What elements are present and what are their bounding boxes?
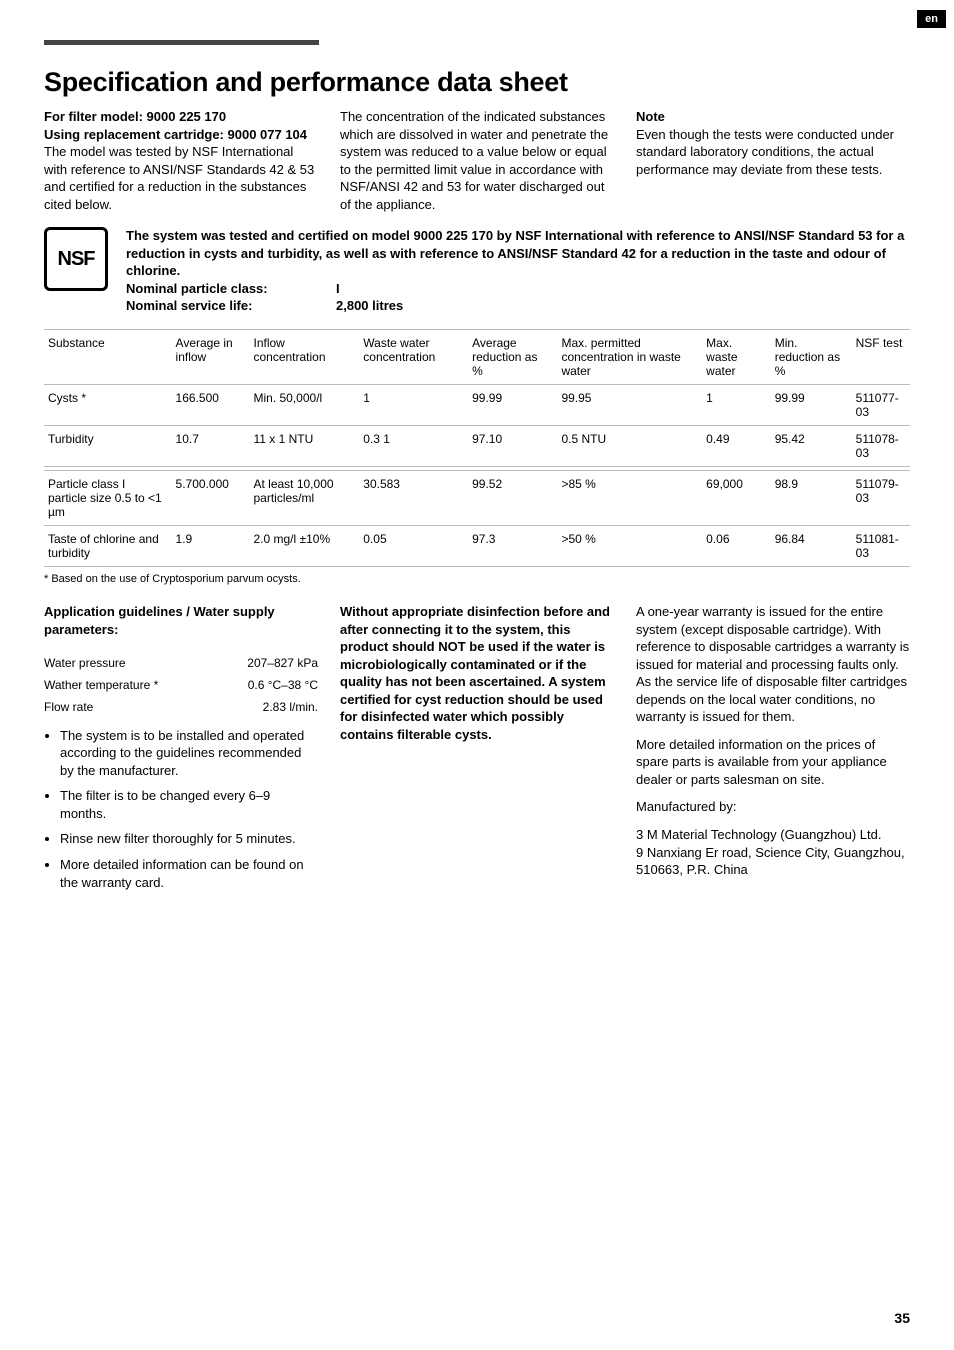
td: 98.9	[771, 471, 852, 526]
td: >50 %	[557, 526, 702, 567]
list-item: The filter is to be changed every 6–9 mo…	[60, 787, 318, 822]
particle-class-value: I	[336, 280, 340, 298]
td: 166.500	[172, 385, 250, 426]
params-heading: Application guidelines / Water supply pa…	[44, 603, 318, 638]
warranty-p1: A one-year warranty is issued for the en…	[636, 603, 910, 726]
td: 99.99	[771, 385, 852, 426]
disinfection-warning: Without appropriate disinfection before …	[340, 603, 614, 743]
td: 0.5 NTU	[557, 426, 702, 467]
td: >85 %	[557, 471, 702, 526]
td: 10.7	[172, 426, 250, 467]
header-bar	[44, 40, 319, 45]
td: 511078-03	[852, 426, 910, 467]
td: 0.3 1	[359, 426, 468, 467]
td: 11 x 1 NTU	[249, 426, 359, 467]
nsf-statement: The system was tested and certified on m…	[126, 227, 910, 280]
td: 99.99	[468, 385, 557, 426]
td: 2.0 mg/l ±10%	[249, 526, 359, 567]
page-title: Specification and performance data sheet	[44, 67, 910, 98]
param-value: 2.83 l/min.	[213, 696, 318, 718]
performance-table: Substance Average in inflow Inflow conce…	[44, 329, 910, 567]
th: Average in inflow	[172, 330, 250, 385]
filter-model-line: For filter model: 9000 225 170	[44, 108, 318, 126]
note-label: Note	[636, 108, 910, 126]
params-table: Water pressure207–827 kPa Wather tempera…	[44, 652, 318, 719]
guidelines-list: The system is to be installed and operat…	[44, 727, 318, 891]
table-row: Turbidity 10.7 11 x 1 NTU 0.3 1 97.10 0.…	[44, 426, 910, 467]
table-row: Cysts * 166.500 Min. 50,000/l 1 99.99 99…	[44, 385, 910, 426]
intro-col1-text: The model was tested by NSF Internationa…	[44, 143, 318, 213]
list-item: The system is to be installed and operat…	[60, 727, 318, 780]
td: 511081-03	[852, 526, 910, 567]
th: Average reduction as %	[468, 330, 557, 385]
th: Inflow concentration	[249, 330, 359, 385]
td: 1	[702, 385, 771, 426]
service-life-label: Nominal service life:	[126, 297, 336, 315]
td: 511077-03	[852, 385, 910, 426]
td: 0.06	[702, 526, 771, 567]
th: Max. permitted concentration in waste wa…	[557, 330, 702, 385]
particle-class-label: Nominal particle class:	[126, 280, 336, 298]
table-row: Taste of chlorine and turbidity 1.9 2.0 …	[44, 526, 910, 567]
manufactured-by-label: Manufactured by:	[636, 798, 910, 816]
param-label: Flow rate	[44, 696, 213, 718]
td: 99.52	[468, 471, 557, 526]
list-item: Rinse new filter thoroughly for 5 minute…	[60, 830, 318, 848]
td: Turbidity	[44, 426, 172, 467]
param-value: 0.6 °C–38 °C	[213, 674, 318, 696]
td: 97.3	[468, 526, 557, 567]
manufacturer-address: 3 M Material Technology (Guangzhou) Ltd.…	[636, 826, 910, 879]
param-value: 207–827 kPa	[213, 652, 318, 674]
th: Substance	[44, 330, 172, 385]
td: 97.10	[468, 426, 557, 467]
nsf-block: NSF The system was tested and certified …	[44, 227, 910, 315]
service-life-value: 2,800 litres	[336, 297, 403, 315]
table-row: Particle class I particle size 0.5 to <1…	[44, 471, 910, 526]
td: At least 10,000 particles/ml	[249, 471, 359, 526]
table-footnote: * Based on the use of Cryptosporium parv…	[44, 573, 910, 585]
td: Cysts *	[44, 385, 172, 426]
cartridge-line: Using replacement cartridge: 9000 077 10…	[44, 126, 318, 144]
td: Particle class I particle size 0.5 to <1…	[44, 471, 172, 526]
td: 5.700.000	[172, 471, 250, 526]
lower-columns: Application guidelines / Water supply pa…	[44, 603, 910, 899]
page-number: 35	[894, 1310, 910, 1326]
warranty-p2: More detailed information on the prices …	[636, 736, 910, 789]
lang-badge: en	[917, 10, 946, 28]
td: 1	[359, 385, 468, 426]
intro-columns: For filter model: 9000 225 170 Using rep…	[44, 108, 910, 213]
td: Min. 50,000/l	[249, 385, 359, 426]
td: 30.583	[359, 471, 468, 526]
param-label: Wather temperature *	[44, 674, 213, 696]
param-label: Water pressure	[44, 652, 213, 674]
td: 511079-03	[852, 471, 910, 526]
td: 1.9	[172, 526, 250, 567]
intro-col2-text: The concentration of the indicated subst…	[340, 108, 614, 213]
td: 96.84	[771, 526, 852, 567]
nsf-logo: NSF	[44, 227, 108, 291]
td: 0.49	[702, 426, 771, 467]
table-header-row: Substance Average in inflow Inflow conce…	[44, 330, 910, 385]
intro-col3-text: Even though the tests were conducted und…	[636, 126, 910, 179]
list-item: More detailed information can be found o…	[60, 856, 318, 891]
td: 0.05	[359, 526, 468, 567]
th: Waste water concentration	[359, 330, 468, 385]
th: NSF test	[852, 330, 910, 385]
td: Taste of chlorine and turbidity	[44, 526, 172, 567]
th: Min. reduction as %	[771, 330, 852, 385]
td: 95.42	[771, 426, 852, 467]
th: Max. waste water	[702, 330, 771, 385]
td: 99.95	[557, 385, 702, 426]
td: 69,000	[702, 471, 771, 526]
